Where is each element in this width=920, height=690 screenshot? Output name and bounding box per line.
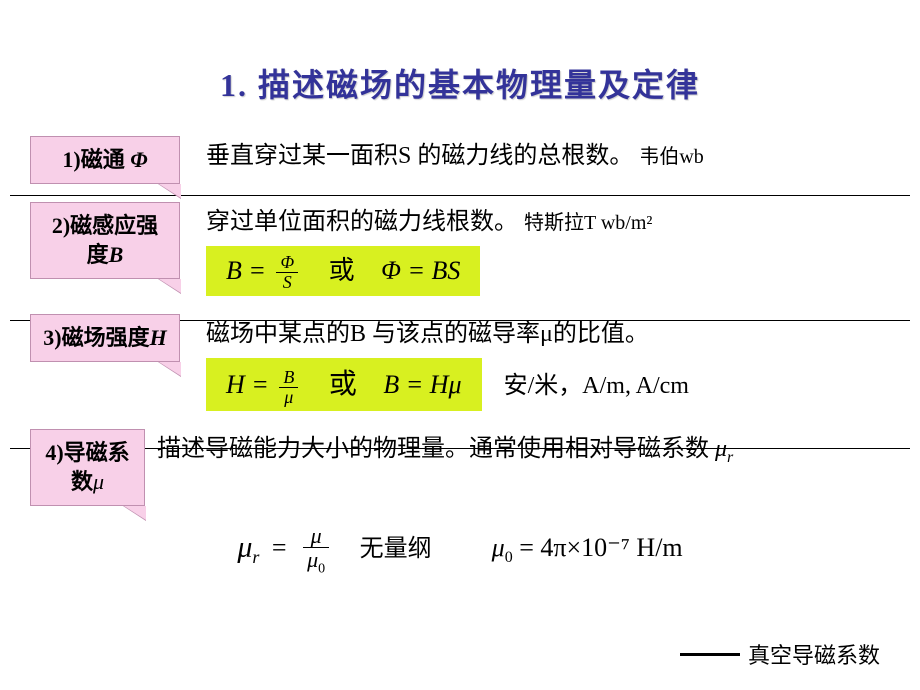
item-3-unit: 安/米，A/m, A/cm: [504, 373, 689, 399]
mur-formula: μr = μ μ0 无量纲: [237, 524, 431, 577]
mu0-formula: μ0 = 4π×10⁻⁷ H/m: [492, 533, 683, 567]
divider-1: [10, 195, 910, 196]
vacuum-line-icon: [680, 653, 740, 656]
item-1-unit: 韦伯wb: [639, 146, 703, 168]
item-2-tag: 2)磁感应强度B: [30, 202, 180, 279]
item-2-formula: B = Φ S 或 Φ = BS: [206, 246, 480, 296]
item-3-formula: H = B μ 或 B = Hμ: [206, 358, 482, 410]
item-1-tag: 1)磁通 Φ: [30, 136, 180, 184]
item-2-unit: 特斯拉T wb/m²: [524, 212, 652, 234]
item-1-desc: 垂直穿过某一面积S 的磁力线的总根数。: [206, 143, 633, 169]
item-2-desc: 穿过单位面积的磁力线根数。: [206, 209, 518, 235]
item-3-desc: 磁场中某点的B 与该点的磁导率μ的比值。: [206, 316, 890, 352]
item-1-label: 1)磁通: [62, 147, 130, 172]
vacuum-label: 真空导磁系数: [680, 638, 880, 670]
item-1: 1)磁通 Φ 垂直穿过某一面积S 的磁力线的总根数。 韦伯wb: [30, 136, 890, 184]
item-3-label: 3)磁场强度: [43, 325, 149, 350]
item-4-label: 4)导磁系数: [45, 440, 129, 495]
item-3-symbol: H: [150, 325, 167, 350]
slide-title: 1. 描述磁场的基本物理量及定律: [30, 60, 890, 106]
item-4-desc: 描述导磁能力大小的物理量。通常使用相对导磁系数 μr: [157, 431, 890, 470]
item-4-formulas: μr = μ μ0 无量纲 μ0 = 4π×10⁻⁷ H/m: [30, 524, 890, 577]
item-2: 2)磁感应强度B 穿过单位面积的磁力线根数。 特斯拉T wb/m² B = Φ …: [30, 202, 890, 296]
item-3-tag: 3)磁场强度H: [30, 314, 180, 362]
item-4: 4)导磁系数μ 描述导磁能力大小的物理量。通常使用相对导磁系数 μr: [30, 429, 890, 506]
item-4-symbol: μ: [93, 469, 104, 494]
item-2-label: 2)磁感应强度: [52, 213, 158, 268]
item-1-symbol: Φ: [130, 147, 147, 172]
item-3: 3)磁场强度H 磁场中某点的B 与该点的磁导率μ的比值。 H = B μ 或 B…: [30, 314, 890, 410]
item-4-tag: 4)导磁系数μ: [30, 429, 145, 506]
item-2-symbol: B: [109, 242, 124, 267]
